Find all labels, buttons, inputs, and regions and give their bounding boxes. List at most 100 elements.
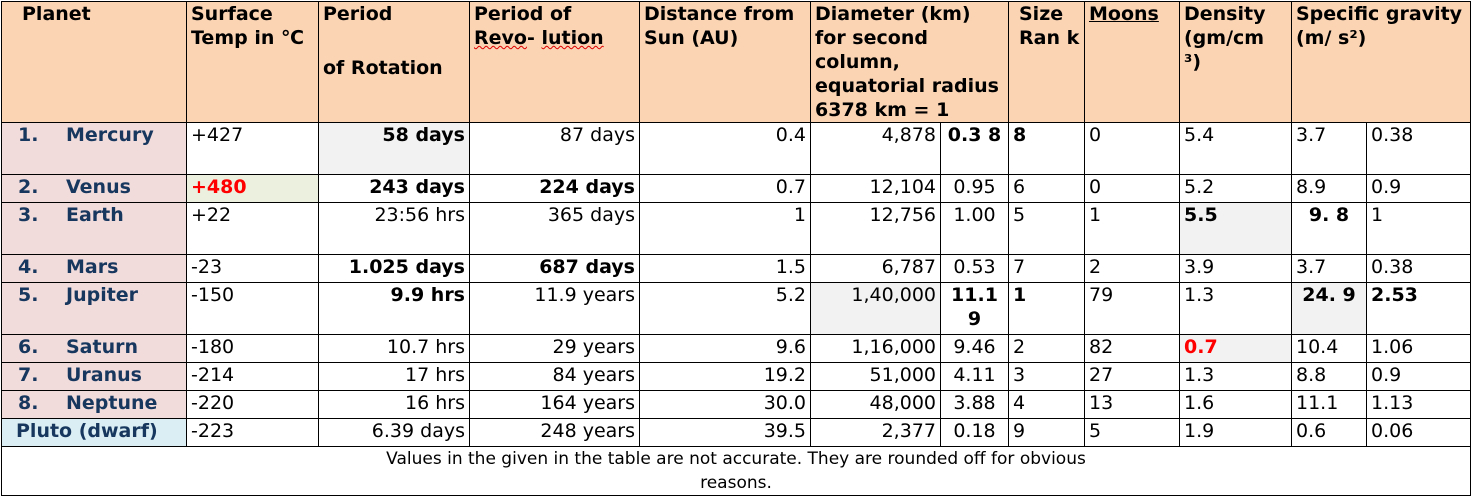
header-period-revolution: Period of Revo- lution — [469, 1, 640, 123]
size-rank-cell: 6 — [1008, 174, 1085, 203]
header-period-revolution-line1: Period of — [474, 3, 572, 25]
diameter-km-cell: 12,756 — [810, 202, 941, 255]
revolution-cell: 29 years — [469, 334, 640, 363]
planet-name: Mercury — [66, 124, 154, 146]
planet-name: Jupiter — [66, 284, 139, 306]
distance-cell: 9.6 — [639, 334, 811, 363]
distance-cell: 0.7 — [639, 174, 811, 203]
diameter-km-cell: 1,16,000 — [810, 334, 941, 363]
header-period-revolution-word-c: lution — [541, 27, 604, 49]
planet-name: Pluto (dwarf) — [16, 420, 158, 442]
planet-name-cell: 8. Neptune — [1, 390, 187, 419]
moons-cell: 82 — [1084, 334, 1180, 363]
moons-cell: 27 — [1084, 362, 1180, 391]
header-period-rotation: Period of Rotation — [318, 1, 470, 123]
density-cell: 1.3 — [1179, 362, 1292, 391]
gravity-cell: 10.4 — [1291, 334, 1367, 363]
distance-cell: 1 — [639, 202, 811, 255]
gravity-cell: 3.7 — [1291, 254, 1367, 283]
header-surface-temp: Surface Temp in ℃ — [186, 1, 319, 123]
planet-name-cell: 5. Jupiter — [1, 282, 187, 335]
table-row-mercury: 1. Mercury +427 58 days 87 days 0.4 4,878… — [1, 122, 1471, 175]
header-specific-gravity: Specific gravity (m/ s²) — [1291, 1, 1471, 123]
diameter-km-cell: 12,104 — [810, 174, 941, 203]
header-row: Planet Surface Temp in ℃ Period of Rotat… — [1, 1, 1471, 123]
diameter-rel-cell: 3.88 — [940, 390, 1009, 419]
diameter-rel-cell: 9.46 — [940, 334, 1009, 363]
density-cell: 3.9 — [1179, 254, 1292, 283]
moons-cell: 0 — [1084, 122, 1180, 175]
rotation-cell: 58 days — [318, 122, 470, 175]
planet-name: Venus — [66, 176, 131, 198]
gravity-rel-cell: 0.38 — [1366, 122, 1471, 175]
diameter-rel-cell: 4.11 — [940, 362, 1009, 391]
planet-number: 6. — [18, 336, 39, 358]
gravity-rel-cell: 1.13 — [1366, 390, 1471, 419]
gravity-rel-cell: 2.53 — [1366, 282, 1471, 335]
planet-number: 4. — [18, 256, 39, 278]
diameter-rel-cell: 0.95 — [940, 174, 1009, 203]
size-rank-cell: 5 — [1008, 202, 1085, 255]
table-row-mars: 4. Mars -23 1.025 days 687 days 1.5 6,787… — [1, 254, 1471, 283]
planet-number: 7. — [18, 364, 39, 386]
distance-cell: 5.2 — [639, 282, 811, 335]
moons-cell: 79 — [1084, 282, 1180, 335]
surface-temp-cell: -180 — [186, 334, 319, 363]
planet-number: 5. — [18, 284, 39, 306]
header-period-rotation-sub: of Rotation — [323, 57, 443, 79]
surface-temp-cell: +480 — [186, 174, 319, 203]
planet-number: 3. — [18, 204, 39, 226]
planet-name: Saturn — [66, 336, 139, 358]
diameter-rel-cell: 0.53 — [940, 254, 1009, 283]
gravity-rel-cell: 0.06 — [1366, 418, 1471, 447]
revolution-cell: 248 years — [469, 418, 640, 447]
diameter-km-cell: 51,000 — [810, 362, 941, 391]
density-cell: 5.4 — [1179, 122, 1292, 175]
footer-note-cell: Values in the given in the table are not… — [1, 446, 1471, 496]
diameter-km-cell: 4,878 — [810, 122, 941, 175]
surface-temp-cell: -150 — [186, 282, 319, 335]
gravity-rel-cell: 0.9 — [1366, 174, 1471, 203]
table-row-venus: 2. Venus +480 243 days 224 days 0.7 12,10… — [1, 174, 1471, 203]
rotation-cell: 9.9 hrs — [318, 282, 470, 335]
revolution-cell: 87 days — [469, 122, 640, 175]
revolution-cell: 687 days — [469, 254, 640, 283]
moons-cell: 13 — [1084, 390, 1180, 419]
distance-cell: 39.5 — [639, 418, 811, 447]
table-row-pluto: Pluto (dwarf) -223 6.39 days 248 years 3… — [1, 418, 1471, 447]
planet-number: 1. — [18, 124, 39, 146]
revolution-cell: 365 days — [469, 202, 640, 255]
gravity-cell: 11.1 — [1291, 390, 1367, 419]
gravity-cell: 24. 9 — [1291, 282, 1367, 335]
header-period-rotation-main: Period — [323, 3, 393, 25]
header-distance: Distance from Sun (AU) — [639, 1, 811, 123]
planet-name-cell: 2. Venus — [1, 174, 187, 203]
planet-number: 2. — [18, 176, 39, 198]
table-row-saturn: 6. Saturn -180 10.7 hrs 29 years 9.6 1,16… — [1, 334, 1471, 363]
distance-cell: 30.0 — [639, 390, 811, 419]
distance-cell: 1.5 — [639, 254, 811, 283]
header-period-revolution-word-b: - — [526, 27, 542, 49]
density-cell: 0.7 — [1179, 334, 1292, 363]
footer-note: Values in the given in the table are not… — [386, 449, 1086, 493]
planet-name: Neptune — [66, 392, 158, 414]
gravity-cell: 8.8 — [1291, 362, 1367, 391]
gravity-rel-cell: 0.9 — [1366, 362, 1471, 391]
diameter-km-cell: 48,000 — [810, 390, 941, 419]
rotation-cell: 23:56 hrs — [318, 202, 470, 255]
table-row-neptune: 8. Neptune -220 16 hrs 164 years 30.0 48,… — [1, 390, 1471, 419]
table-row-jupiter: 5. Jupiter -150 9.9 hrs 11.9 years 5.2 1,… — [1, 282, 1471, 335]
rotation-cell: 16 hrs — [318, 390, 470, 419]
planet-name-cell: 3. Earth — [1, 202, 187, 255]
planet-name-cell: 1. Mercury — [1, 122, 187, 175]
diameter-rel-cell: 0.3 8 — [940, 122, 1009, 175]
diameter-rel-cell: 1.00 — [940, 202, 1009, 255]
gravity-rel-cell: 1 — [1366, 202, 1471, 255]
rotation-cell: 243 days — [318, 174, 470, 203]
table-row-earth: 3. Earth +22 23:56 hrs 365 days 1 12,756 … — [1, 202, 1471, 255]
moons-cell: 1 — [1084, 202, 1180, 255]
table-row-uranus: 7. Uranus -214 17 hrs 84 years 19.2 51,00… — [1, 362, 1471, 391]
surface-temp-cell: +22 — [186, 202, 319, 255]
planet-name: Earth — [66, 204, 124, 226]
diameter-rel-cell: 11.1 9 — [940, 282, 1009, 335]
